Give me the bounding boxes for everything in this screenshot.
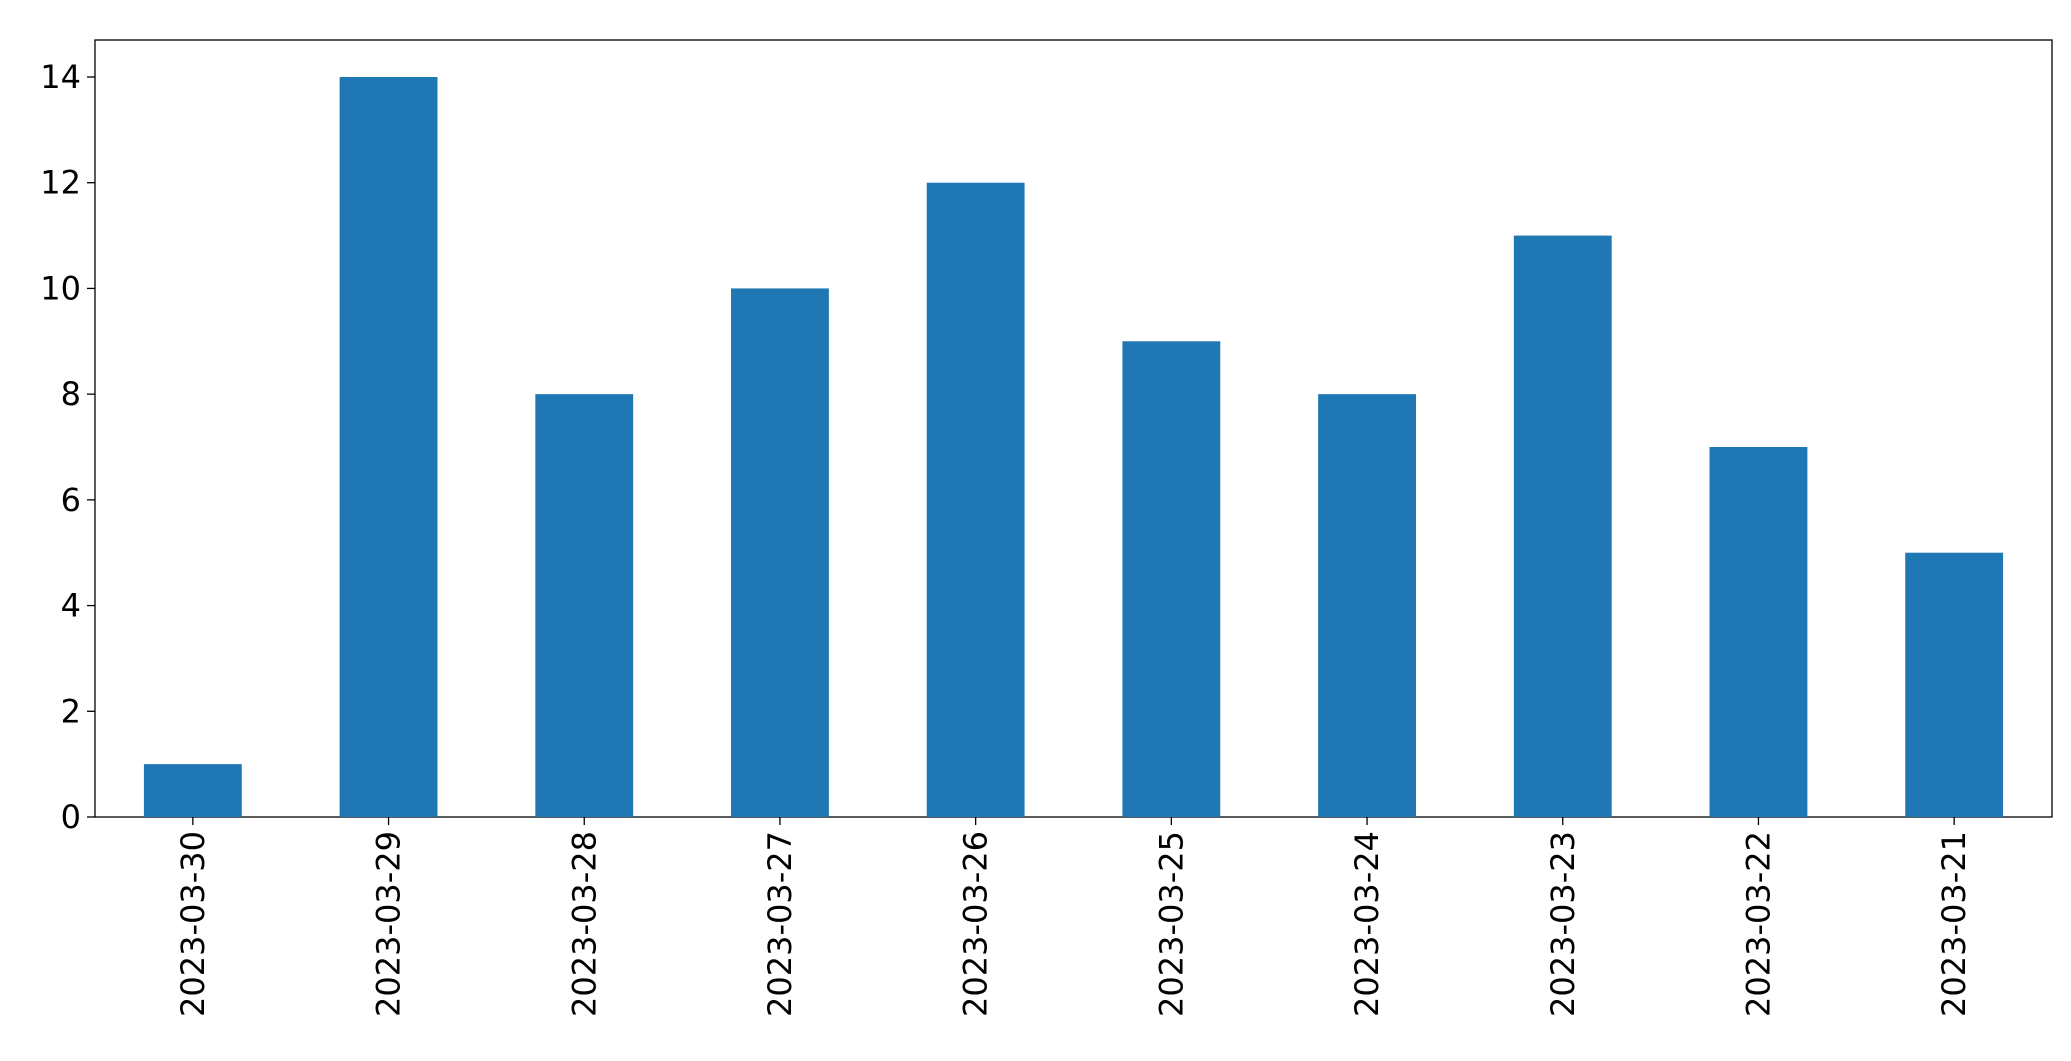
y-tick-label: 6 <box>61 481 81 519</box>
bar <box>1905 552 2004 817</box>
plot-area <box>94 39 2053 818</box>
y-tick-label: 4 <box>61 587 81 625</box>
bar <box>1709 447 1808 817</box>
x-tick-label: 2023-03-27 <box>761 831 799 1017</box>
x-tick-label: 2023-03-22 <box>1739 831 1777 1017</box>
x-tick-label: 2023-03-24 <box>1348 831 1386 1017</box>
y-tick-label: 12 <box>40 164 81 202</box>
bar <box>535 394 634 817</box>
bar <box>926 182 1025 817</box>
x-tick-label: 2023-03-23 <box>1544 831 1582 1017</box>
y-tick-label: 14 <box>40 58 81 96</box>
y-tick-label: 8 <box>61 375 81 413</box>
bar <box>731 288 829 817</box>
x-tick-label: 2023-03-21 <box>1935 831 1973 1017</box>
bar <box>1122 341 1221 817</box>
y-tick-label: 0 <box>61 798 81 836</box>
bar <box>1513 235 1612 818</box>
y-tick-label: 10 <box>40 269 81 307</box>
bar <box>1318 394 1416 817</box>
bar <box>339 77 438 817</box>
x-tick-label: 2023-03-26 <box>957 831 995 1017</box>
x-tick-label: 2023-03-25 <box>1152 831 1190 1017</box>
bar <box>143 764 242 817</box>
y-tick-label: 2 <box>61 692 81 730</box>
x-tick-label: 2023-03-28 <box>565 831 603 1017</box>
x-tick-label: 2023-03-30 <box>174 831 212 1017</box>
x-tick-label: 2023-03-29 <box>370 831 408 1017</box>
